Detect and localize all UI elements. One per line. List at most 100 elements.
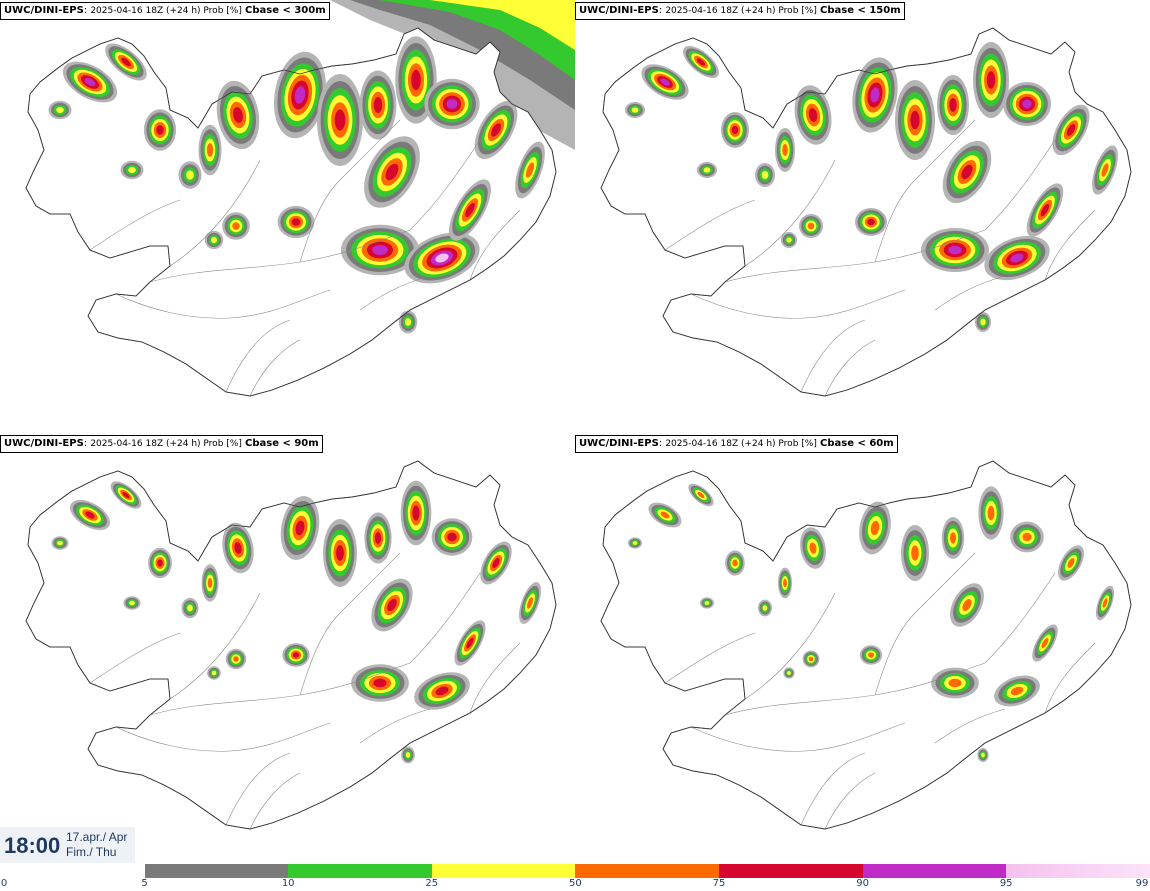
valid-weekday: Fim./ Thu [66, 845, 117, 859]
region-boundary [744, 159, 836, 267]
probability-map [600, 460, 1132, 830]
probability-contour [948, 245, 962, 255]
parameter-label: Cbase < 90m [245, 438, 319, 449]
region-boundary [874, 552, 976, 696]
probability-contour [57, 540, 63, 546]
probability-contour [206, 143, 214, 157]
region-boundary [169, 159, 261, 267]
region-boundary [359, 708, 431, 744]
probability-contour [809, 542, 817, 554]
probability-contour [128, 166, 136, 174]
region-boundary [169, 592, 261, 700]
probability-contour [211, 670, 217, 676]
colorbar-tick-label: 75 [712, 878, 726, 889]
region-boundary [724, 229, 986, 283]
probability-contour [156, 125, 164, 135]
probability-contour [373, 97, 383, 113]
probability-field [625, 42, 1118, 332]
probability-contour [987, 505, 995, 521]
probability-contour [1102, 598, 1108, 608]
probability-contour [186, 170, 194, 180]
region-boundary [934, 275, 1006, 311]
run-info: 2025-04-16 18Z (+24 h) Prob [%] [665, 6, 817, 16]
probability-contour [962, 599, 972, 611]
colorbar-tick-label: 50 [569, 878, 582, 889]
probability-contour [334, 109, 346, 131]
probability-contour [1067, 558, 1075, 568]
probability-contour [660, 511, 670, 519]
parameter-label: Cbase < 300m [245, 5, 326, 16]
colorbar-segment [288, 864, 432, 878]
valid-date: 17.apr./ Apr [66, 830, 128, 844]
region-boundary [299, 119, 401, 263]
region-boundary [690, 722, 906, 752]
probability-contour [527, 597, 533, 609]
probability-map [600, 27, 1132, 397]
model-name: UWC/DINI-EPS [579, 5, 659, 16]
run-info: 2025-04-16 18Z (+24 h) Prob [%] [665, 439, 817, 449]
region-boundary [409, 139, 481, 231]
model-name: UWC/DINI-EPS [4, 438, 84, 449]
probability-contour [373, 678, 387, 688]
probability-contour [210, 236, 218, 244]
probability-contour [808, 108, 818, 122]
probability-contour [870, 87, 880, 103]
probability-contour [949, 98, 957, 112]
probability-contour [703, 167, 711, 173]
probability-contour [786, 237, 792, 243]
colorbar-segment [144, 864, 289, 878]
probability-contour [412, 505, 420, 521]
map-panel-300m: UWC/DINI-EPS: 2025-04-16 18Z (+24 h) Pro… [0, 0, 575, 435]
probability-contour [187, 604, 193, 612]
probability-contour [631, 107, 639, 113]
probability-contour [870, 520, 880, 536]
region-boundary [225, 752, 291, 826]
valid-time-box: 18:00 17.apr./ Apr Fim./ Thu [0, 827, 135, 863]
probability-contour [232, 222, 240, 230]
panel-title: UWC/DINI-EPS: 2025-04-16 18Z (+24 h) Pro… [0, 2, 330, 20]
probability-contour [157, 559, 163, 567]
probability-contour [808, 656, 814, 662]
probability-contour [84, 77, 96, 87]
probability-contour [466, 637, 474, 649]
probability-contour [867, 218, 875, 226]
model-name: UWC/DINI-EPS [4, 5, 84, 16]
coastline-outline [600, 27, 1132, 397]
region-boundary [690, 289, 906, 319]
colorbar-tick-label: 95 [999, 878, 1013, 889]
region-boundary [664, 199, 756, 251]
coastline-outline [25, 27, 557, 397]
probability-contour [732, 559, 738, 567]
coastline-outline [25, 460, 557, 830]
probability-contour [435, 253, 449, 263]
probability-contour [292, 652, 300, 658]
probability-contour [761, 171, 769, 179]
probability-contour [1010, 253, 1024, 263]
probability-contour [435, 686, 449, 696]
colorbar-tick-label: 90 [856, 878, 869, 889]
colorbar-tick-label: 25 [425, 878, 439, 889]
panel-title: UWC/DINI-EPS: 2025-04-16 18Z (+24 h) Pro… [575, 2, 905, 20]
probability-map [25, 0, 575, 397]
region-boundary [149, 662, 411, 716]
region-boundary [469, 642, 521, 714]
region-boundary [1044, 209, 1096, 281]
probability-contour [632, 541, 638, 545]
region-boundary [299, 552, 401, 696]
colorbar-segment [1, 864, 145, 878]
colorbar-segment [719, 864, 863, 878]
region-boundary [744, 592, 836, 700]
run-info: 2025-04-16 18Z (+24 h) Prob [%] [90, 6, 242, 16]
model-name: UWC/DINI-EPS [579, 438, 659, 449]
map-panel-90m: UWC/DINI-EPS: 2025-04-16 18Z (+24 h) Pro… [0, 433, 575, 868]
region-boundary [664, 632, 756, 684]
region-boundary [115, 722, 331, 752]
probability-contour [56, 106, 64, 114]
probability-contour [731, 125, 739, 135]
probability-contour [1022, 99, 1032, 109]
region-boundary [724, 662, 986, 716]
parameter-label: Cbase < 60m [820, 438, 894, 449]
probability-contour [129, 600, 135, 606]
map-panel-150m: UWC/DINI-EPS: 2025-04-16 18Z (+24 h) Pro… [575, 0, 1150, 435]
colorbar-tick-label: 5 [141, 878, 148, 889]
